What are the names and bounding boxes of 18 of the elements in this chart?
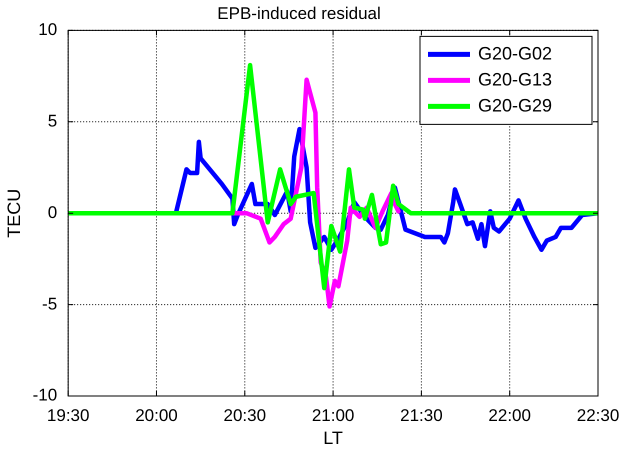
x-tick-label: 21:00 — [312, 406, 354, 425]
y-axis-title: TECU — [4, 188, 24, 238]
chart-title: EPB-induced residual — [217, 4, 381, 23]
y-tick-label: 5 — [48, 111, 58, 130]
y-tick-label: 10 — [38, 20, 58, 40]
legend-label: G20-G02 — [478, 43, 552, 64]
legend-label: G20-G29 — [478, 95, 552, 116]
y-tick-label: -10 — [32, 386, 58, 405]
x-tick-label: 21:30 — [400, 406, 443, 425]
y-tick-label: 0 — [48, 202, 58, 222]
x-tick-label: 22:30 — [576, 406, 620, 425]
x-tick-label: 20:00 — [135, 406, 178, 425]
x-tick-label: 20:30 — [224, 406, 266, 425]
legend-label: G20-G13 — [478, 69, 552, 90]
x-tick-label: 22:00 — [488, 406, 531, 425]
x-axis-title: LT — [323, 428, 343, 448]
x-tick-label: 19:30 — [46, 406, 90, 425]
y-tick-label: -5 — [42, 294, 58, 314]
